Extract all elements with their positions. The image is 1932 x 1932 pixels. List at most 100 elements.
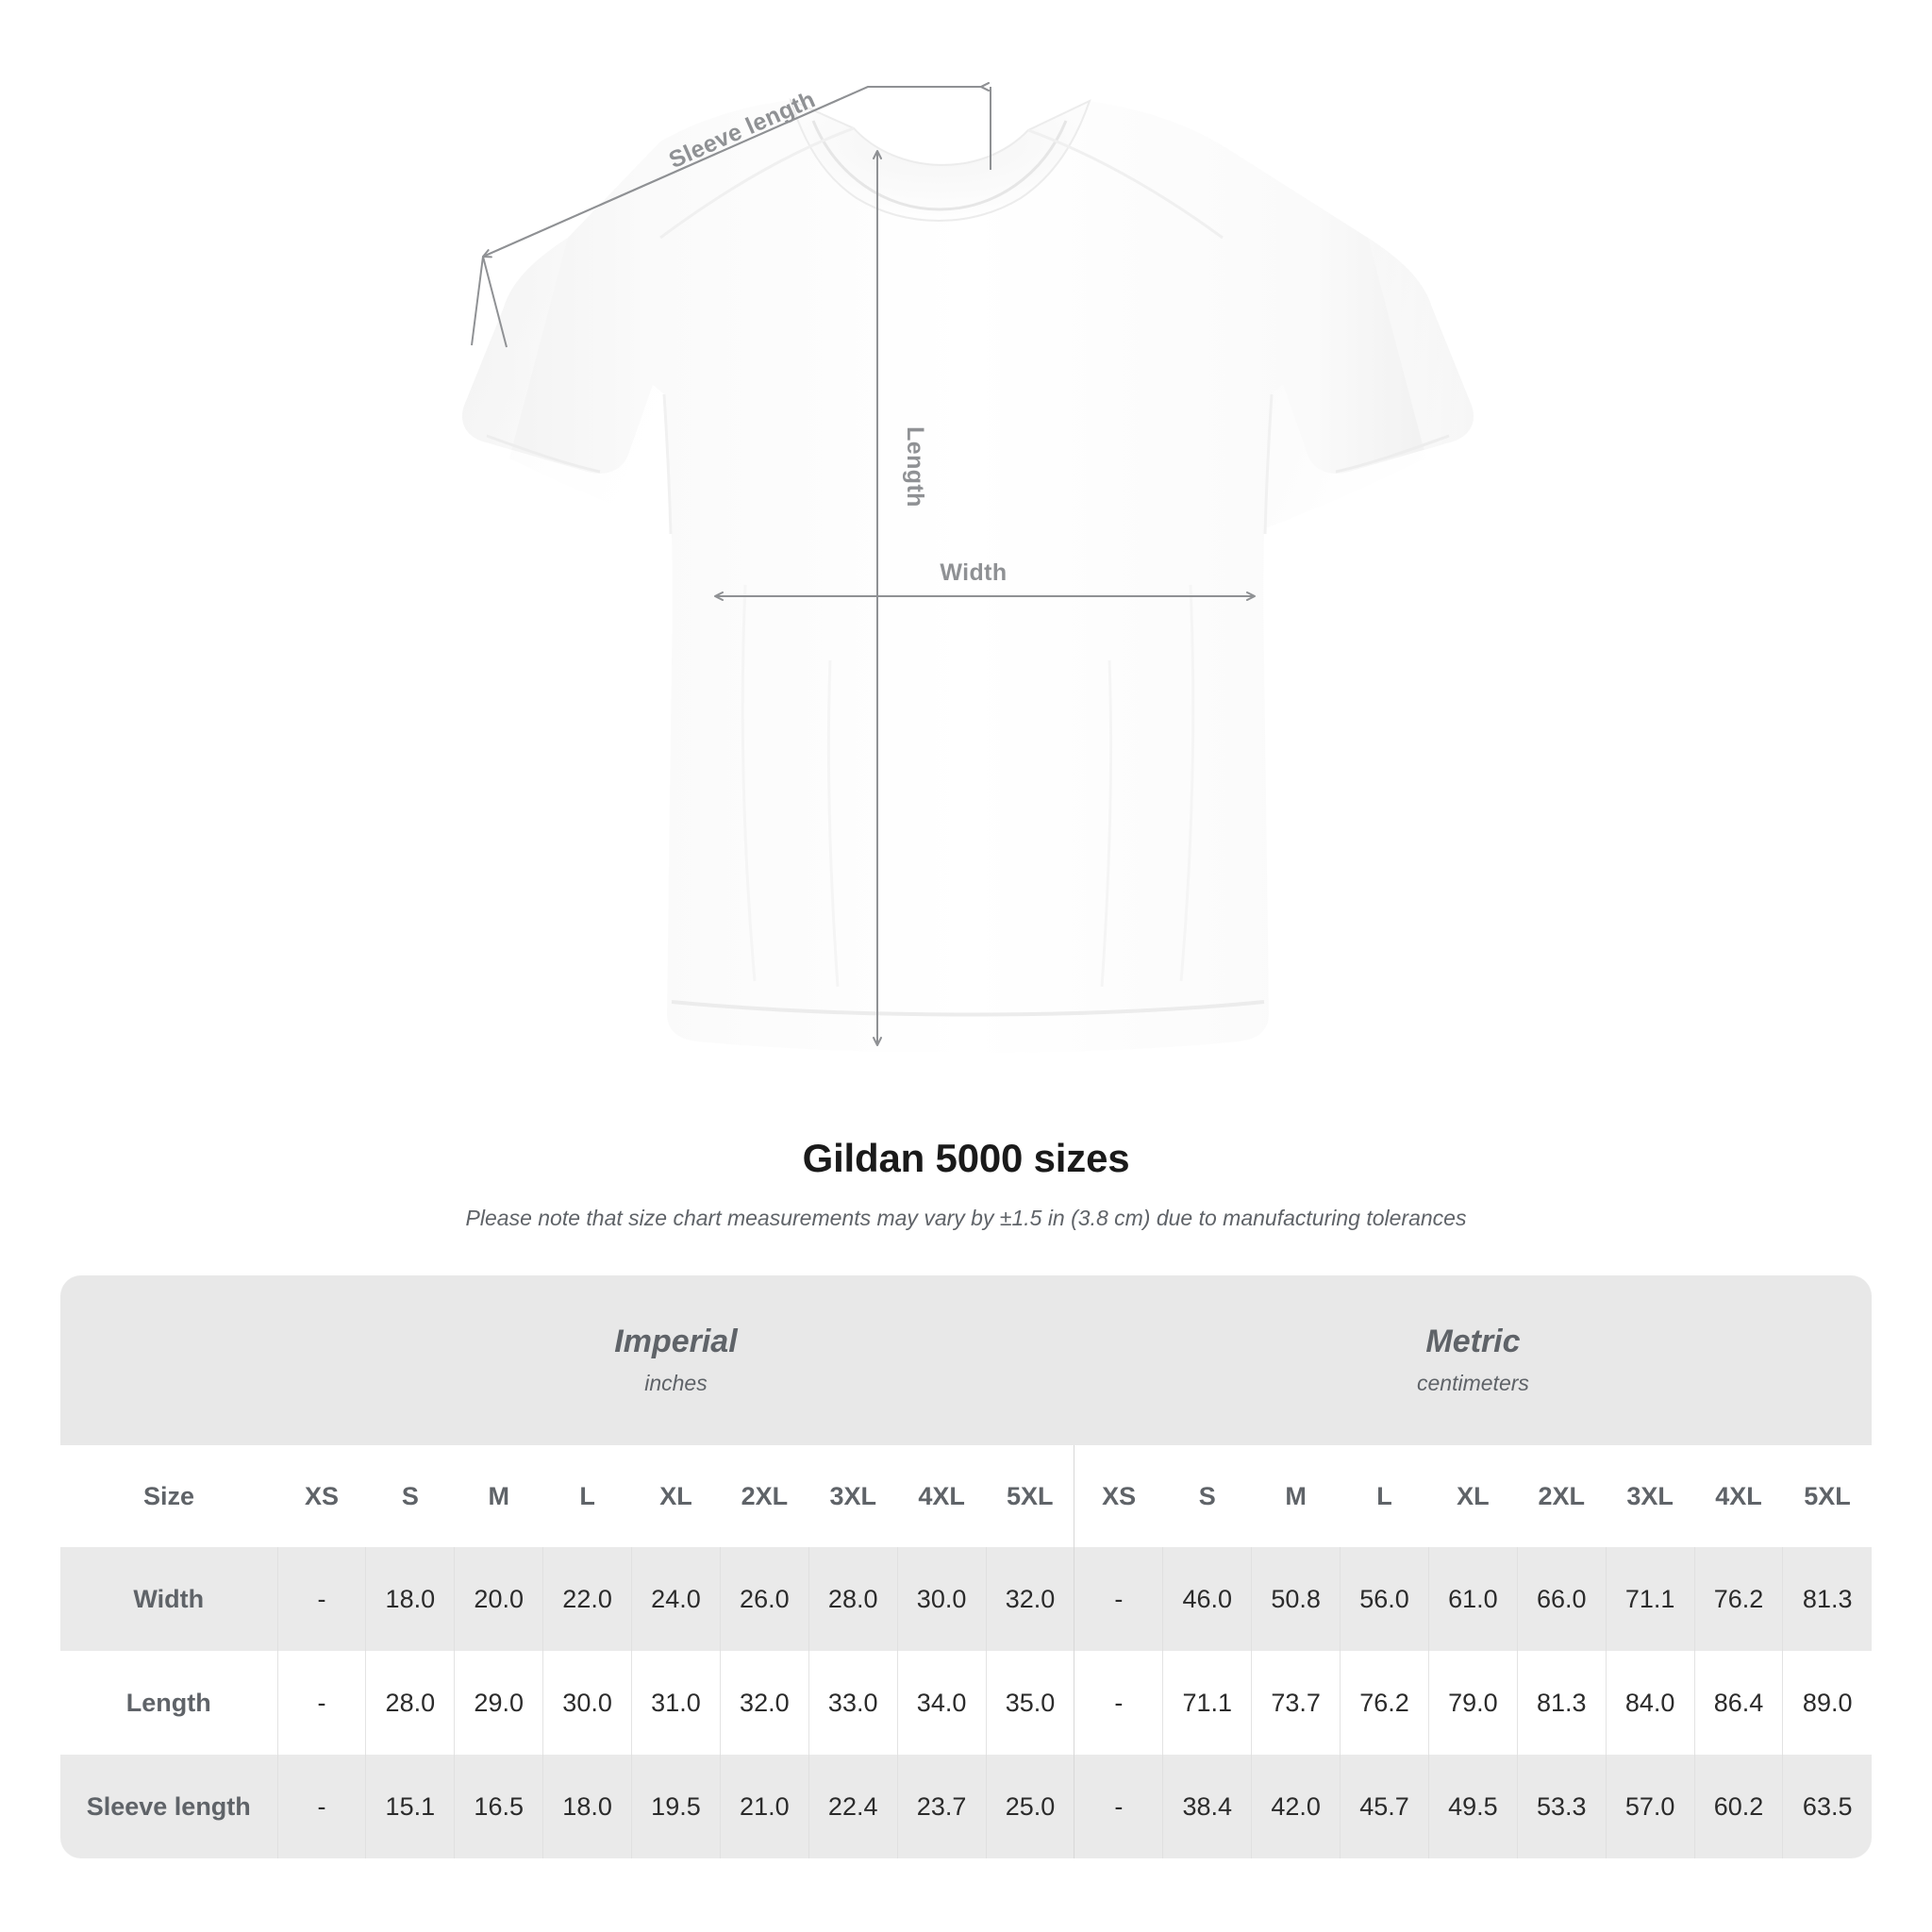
cell-imperial-xs: -: [276, 1755, 366, 1858]
size-header-row: Size XS S M L XL 2XL 3XL 4XL 5XL XS S M L XL 2XL 3XL 4XL 5…: [60, 1445, 1872, 1547]
cell-imperial-l: 30.0: [542, 1651, 632, 1755]
cell-metric-s: 38.4: [1162, 1755, 1252, 1858]
left-sleeve-hem: [486, 434, 601, 474]
cell-imperial-3xl: 22.4: [808, 1755, 898, 1858]
size-header-s: S: [1162, 1445, 1252, 1547]
size-header-l: L: [1340, 1445, 1429, 1547]
cell-imperial-5xl: 25.0: [985, 1755, 1074, 1858]
page-title: Gildan 5000 sizes: [802, 1136, 1130, 1180]
size-header-xs: XS: [1074, 1445, 1163, 1547]
size-header-2xl: 2XL: [720, 1445, 809, 1547]
cell-metric-l: 45.7: [1340, 1755, 1429, 1858]
tshirt-right-sleeve: [1265, 238, 1474, 528]
cell-imperial-xl: 24.0: [631, 1547, 721, 1651]
cell-metric-xl: 49.5: [1427, 1755, 1518, 1858]
cell-metric-3xl: 84.0: [1605, 1651, 1695, 1755]
cell-metric-xs: -: [1074, 1547, 1163, 1651]
size-header-3xl: 3XL: [1606, 1445, 1695, 1547]
unit-group-name: Imperial: [614, 1323, 738, 1359]
size-column-header: Size: [60, 1445, 278, 1547]
cell-metric-5xl: 63.5: [1782, 1755, 1872, 1858]
size-header-3xl: 3XL: [808, 1445, 898, 1547]
cell-imperial-3xl: 28.0: [808, 1547, 898, 1651]
cell-imperial-l: 18.0: [542, 1755, 632, 1858]
unit-group-metric: Metric centimeters: [1074, 1275, 1872, 1445]
tshirt-left-sleeve: [462, 238, 671, 528]
cell-imperial-3xl: 33.0: [808, 1651, 898, 1755]
group-header-spacer: [60, 1275, 278, 1445]
measurement-label: Length: [60, 1651, 278, 1755]
cell-metric-2xl: 81.3: [1516, 1651, 1607, 1755]
left-armhole-seam: [662, 393, 673, 535]
cell-metric-4xl: 86.4: [1693, 1651, 1783, 1755]
cell-imperial-m: 20.0: [454, 1547, 543, 1651]
cell-imperial-xl: 31.0: [631, 1651, 721, 1755]
size-header-5xl: 5XL: [1782, 1445, 1872, 1547]
cell-metric-xs: -: [1074, 1755, 1163, 1858]
sleeve-arrow-diagonal: [482, 86, 869, 258]
size-table: Imperial inches Metric centimeters Size XS S M L…: [60, 1275, 1872, 1858]
size-header-m: M: [454, 1445, 543, 1547]
cell-imperial-xl: 19.5: [631, 1755, 721, 1858]
unit-group-unit: inches: [644, 1371, 708, 1396]
cell-metric-m: 50.8: [1251, 1547, 1341, 1651]
tshirt-measurement-diagram: Sleeve length Length Width: [462, 82, 1474, 1053]
cell-metric-4xl: 60.2: [1693, 1755, 1783, 1858]
size-header-4xl: 4XL: [1694, 1445, 1783, 1547]
right-sleeve-hem: [1335, 434, 1450, 474]
cell-metric-s: 46.0: [1162, 1547, 1252, 1651]
cell-metric-5xl: 89.0: [1782, 1651, 1872, 1755]
table-row: Sleeve length -15.1 16.5 18.0 19.5 21.0 22.4 23…: [60, 1755, 1872, 1858]
cell-metric-4xl: 76.2: [1693, 1547, 1783, 1651]
cell-metric-m: 73.7: [1251, 1651, 1341, 1755]
length-label: Length: [902, 426, 928, 508]
size-header-m: M: [1251, 1445, 1341, 1547]
unit-group-name: Metric: [1425, 1323, 1521, 1359]
cell-metric-3xl: 71.1: [1605, 1547, 1695, 1651]
table-row: Length -28.0 29.0 30.0 31.0 32.0 33.0 34.0 35.0-…: [60, 1651, 1872, 1755]
cell-imperial-4xl: 30.0: [896, 1547, 987, 1651]
cell-metric-xl: 61.0: [1427, 1547, 1518, 1651]
width-label: Width: [940, 559, 1007, 586]
cell-imperial-m: 16.5: [454, 1755, 543, 1858]
chart-heading-block: Gildan 5000 sizes Please note that size …: [0, 1136, 1932, 1233]
collar-inner-edge: [811, 120, 1068, 211]
cell-imperial-l: 22.0: [542, 1547, 632, 1651]
cell-imperial-4xl: 23.7: [896, 1755, 987, 1858]
cell-metric-xl: 79.0: [1427, 1651, 1518, 1755]
cell-metric-l: 76.2: [1340, 1651, 1429, 1755]
size-table-container: Imperial inches Metric centimeters Size XS S M L…: [60, 1275, 1872, 1858]
fabric-folds: [741, 584, 1195, 988]
unit-group-imperial: Imperial inches: [277, 1275, 1074, 1445]
tshirt-illustration: [462, 98, 1474, 1053]
sleeve-hem-tick: [482, 256, 508, 348]
size-header-xs: XS: [277, 1445, 366, 1547]
cell-imperial-s: 15.1: [365, 1755, 455, 1858]
cell-imperial-4xl: 34.0: [896, 1651, 987, 1755]
unit-group-header-row: Imperial inches Metric centimeters: [60, 1275, 1872, 1445]
size-header-s: S: [365, 1445, 455, 1547]
size-header-xl: XL: [631, 1445, 721, 1547]
cell-imperial-m: 29.0: [454, 1651, 543, 1755]
table-row: Width -18.0 20.0 22.0 24.0 26.0 28.0 30.0 32.0-4…: [60, 1547, 1872, 1651]
size-header-5xl: 5XL: [986, 1445, 1074, 1547]
size-header-xl: XL: [1428, 1445, 1518, 1547]
cell-metric-2xl: 53.3: [1516, 1755, 1607, 1858]
size-header-4xl: 4XL: [897, 1445, 987, 1547]
cell-imperial-s: 28.0: [365, 1651, 455, 1755]
cell-imperial-xs: -: [276, 1651, 366, 1755]
cell-metric-3xl: 57.0: [1605, 1755, 1695, 1858]
cell-imperial-2xl: 32.0: [719, 1651, 809, 1755]
tshirt-body: [462, 100, 1474, 1053]
tshirt-collar: [789, 98, 1091, 222]
cell-imperial-5xl: 32.0: [985, 1547, 1074, 1651]
size-header-l: L: [542, 1445, 632, 1547]
cell-metric-xs: -: [1074, 1651, 1163, 1755]
cell-imperial-5xl: 35.0: [985, 1651, 1074, 1755]
cell-imperial-2xl: 26.0: [719, 1547, 809, 1651]
tolerance-note: Please note that size chart measurements…: [465, 1206, 1467, 1231]
cell-metric-l: 56.0: [1340, 1547, 1429, 1651]
left-shoulder-seam: [659, 126, 855, 240]
unit-group-unit: centimeters: [1417, 1371, 1529, 1396]
